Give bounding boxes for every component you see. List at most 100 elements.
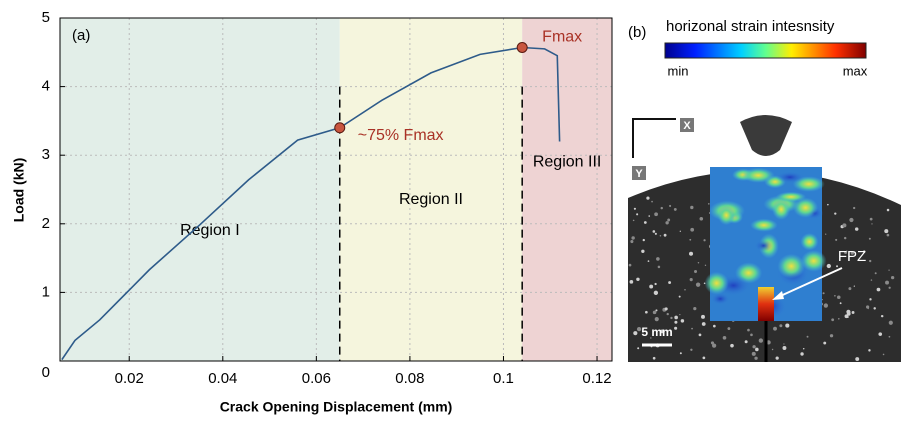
strain-blob: [742, 167, 775, 183]
y-tick-label: 4: [42, 78, 50, 95]
speckle: [630, 240, 634, 244]
speckle: [643, 221, 647, 224]
speckle: [884, 229, 889, 234]
speckle: [707, 203, 710, 205]
speckle: [711, 343, 717, 348]
speckle: [825, 233, 827, 235]
x-tick-label: 0.1: [493, 370, 514, 387]
speckle: [880, 314, 884, 318]
speckle: [697, 261, 700, 264]
strain-blob: [777, 253, 806, 279]
speckle: [669, 204, 672, 208]
speckle: [664, 307, 668, 311]
speckle: [656, 257, 660, 261]
x-tick-label: 0.02: [115, 370, 144, 387]
speckle: [868, 237, 871, 240]
speckle: [679, 313, 681, 316]
speckle: [878, 332, 883, 336]
x-tick-label: 0.08: [395, 370, 424, 387]
speckle: [668, 281, 672, 284]
y-tick-label: 3: [42, 146, 50, 163]
speckle: [800, 352, 804, 356]
speckle: [637, 347, 640, 350]
speckle: [652, 356, 656, 360]
speckle: [699, 217, 704, 221]
speckle: [835, 238, 838, 241]
speckle: [684, 288, 686, 291]
speckle: [783, 343, 785, 345]
speckle: [752, 345, 756, 349]
y-box: [632, 166, 646, 180]
speckle: [782, 346, 787, 350]
speckle: [823, 341, 827, 345]
speckle: [843, 236, 847, 240]
speckle: [636, 213, 639, 216]
speckle: [690, 348, 693, 351]
speckle: [666, 312, 669, 316]
speckle: [633, 207, 636, 210]
speckle: [846, 316, 849, 318]
speckle: [642, 238, 645, 242]
fpz-arrow: [775, 267, 843, 299]
speckle: [702, 356, 706, 360]
speckle: [674, 320, 678, 324]
speckle: [690, 205, 694, 210]
speckle: [652, 230, 656, 233]
speckle: [670, 316, 673, 320]
speckle: [704, 264, 707, 267]
speckle: [636, 277, 640, 282]
speckle: [854, 227, 859, 231]
speckle: [647, 260, 650, 262]
speckle: [870, 279, 873, 281]
speckle: [869, 217, 873, 221]
speckle: [839, 302, 842, 305]
x-tick-label: 0.06: [302, 370, 331, 387]
fpz-label: FPZ: [838, 248, 866, 265]
region: [60, 18, 340, 361]
region-label: Region I: [180, 222, 240, 239]
y-axis-label: Load (kN): [11, 158, 27, 223]
speckle: [703, 239, 706, 242]
speckle: [654, 282, 657, 286]
speckle: [713, 324, 716, 328]
speckle: [802, 347, 805, 350]
strain-blob: [800, 250, 827, 272]
speckle: [888, 269, 890, 271]
speckle: [679, 352, 682, 355]
speckle: [680, 319, 685, 323]
speckle: [866, 305, 870, 309]
colorbar-title: horizonal strain intesnsity: [666, 18, 835, 35]
speckle: [888, 335, 891, 338]
speckle: [755, 347, 759, 352]
speckle: [689, 238, 692, 241]
plot-area: Region I Region II Region III 0.02 0.04 0.06 0…: [42, 9, 613, 387]
speckle: [834, 294, 836, 297]
speckle: [882, 353, 885, 356]
speckle: [633, 331, 638, 336]
speckle: [701, 322, 706, 326]
speckle: [689, 278, 693, 282]
speckle: [888, 286, 891, 289]
speckle: [779, 324, 783, 328]
speckle: [632, 219, 635, 222]
speckle: [744, 340, 748, 344]
speckle: [660, 206, 663, 210]
speckle: [846, 309, 851, 314]
speckle: [750, 333, 753, 337]
speckle: [758, 338, 764, 343]
speckle: [885, 280, 889, 285]
speckle: [754, 356, 758, 360]
strain-blob: [772, 198, 791, 220]
y-tick-label: 5: [42, 9, 50, 26]
x-box: [680, 118, 694, 132]
scale-label: 5 mm: [641, 325, 672, 339]
speckle: [665, 221, 669, 225]
speckle: [873, 307, 876, 310]
fpz-arrowhead: [772, 291, 784, 300]
speckle: [710, 341, 715, 345]
speckle: [628, 263, 632, 267]
speckle: [689, 251, 694, 256]
speckle: [842, 223, 847, 228]
region: [522, 18, 612, 361]
